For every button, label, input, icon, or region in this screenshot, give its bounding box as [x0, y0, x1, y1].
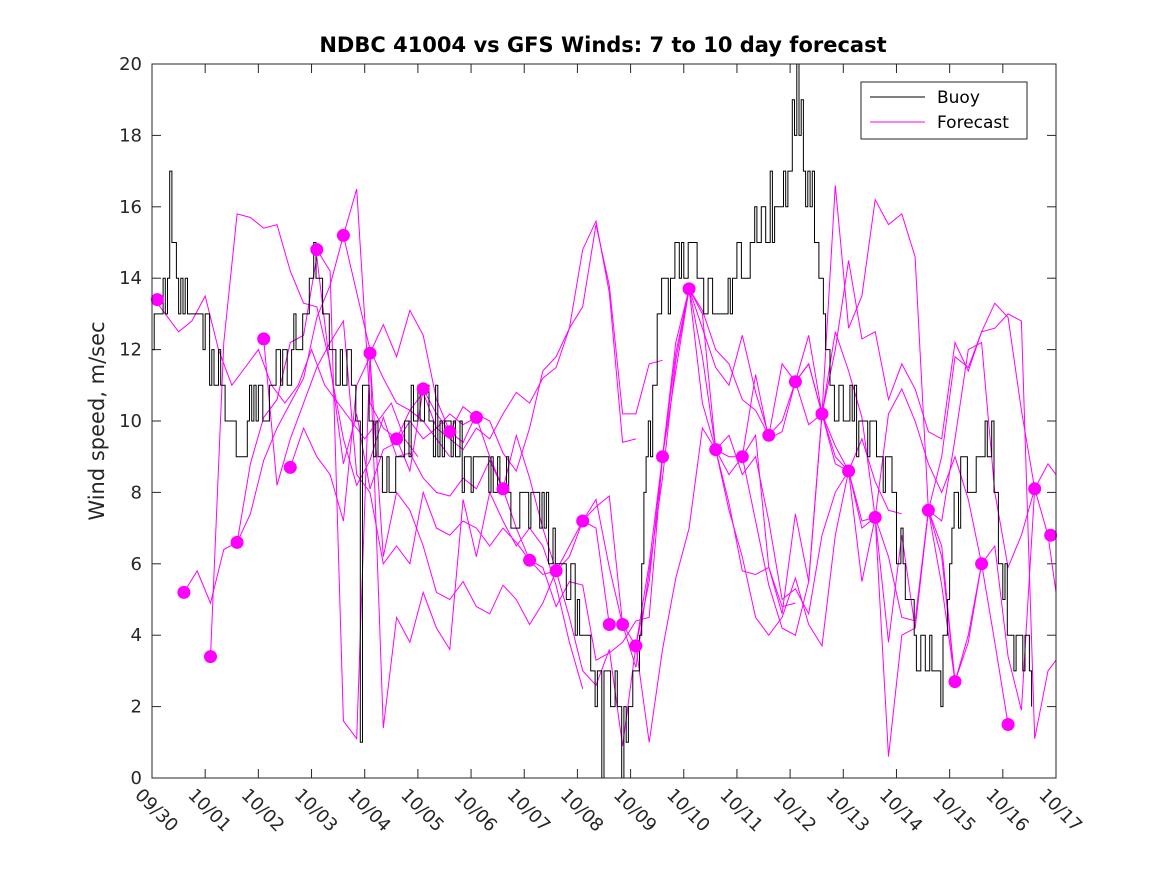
forecast-line-15: [635, 287, 902, 647]
forecast-line-3: [210, 213, 477, 657]
forecast-line-22: [927, 302, 1057, 511]
forecast-marker: [177, 585, 191, 599]
forecast-marker: [602, 618, 616, 631]
forecast-line-11: [502, 288, 770, 661]
forecast-marker: [204, 650, 217, 664]
forecast-marker: [616, 618, 630, 631]
forecast-marker: [1044, 528, 1058, 542]
forecast-marker: [762, 428, 776, 442]
y-tick-label: 18: [119, 125, 142, 146]
y-tick-label: 0: [131, 768, 142, 789]
y-tick-label: 12: [119, 340, 142, 361]
y-tick-label: 8: [131, 482, 142, 503]
forecast-line-19: [768, 185, 1036, 570]
forecast-marker: [336, 228, 350, 242]
forecast-marker: [310, 243, 324, 257]
legend: Buoy Forecast: [860, 81, 1028, 140]
forecast-marker: [735, 450, 749, 464]
plot-area: [152, 64, 1056, 778]
forecast-marker: [948, 675, 962, 689]
forecast-marker: [257, 332, 271, 346]
legend-box: [860, 81, 1028, 140]
forecast-marker: [842, 464, 856, 478]
forecast-marker: [576, 514, 590, 528]
forecast-marker: [549, 564, 563, 578]
series-layer: [150, 63, 1058, 779]
forecast-marker: [709, 443, 723, 457]
forecast-marker: [523, 553, 537, 567]
forecast-marker: [1028, 482, 1042, 496]
forecast-line-4: [236, 256, 504, 543]
forecast-marker: [469, 410, 483, 424]
legend-forecast-label: Forecast: [937, 113, 1009, 133]
forecast-marker: [150, 293, 164, 307]
forecast-marker: [230, 535, 244, 549]
y-tick-label: 14: [119, 268, 142, 289]
forecast-marker: [682, 282, 696, 296]
y-tick-label: 2: [131, 697, 142, 718]
forecast-marker: [443, 425, 457, 439]
forecast-marker: [283, 460, 297, 474]
forecast-line-7: [316, 249, 584, 741]
forecast-marker: [363, 346, 377, 360]
y-axis-label: Wind speed, m/sec: [85, 321, 109, 520]
y-tick-label: 16: [119, 197, 142, 218]
legend-buoy-label: Buoy: [937, 88, 980, 108]
forecast-line-21: [821, 260, 1057, 739]
forecast-line-10: [396, 224, 663, 451]
forecast-marker: [390, 432, 404, 446]
forecast-marker: [656, 450, 669, 464]
chart-title: NDBC 41004 vs GFS Winds: 7 to 10 day for…: [319, 33, 886, 57]
y-tick-label: 6: [131, 554, 142, 575]
forecast-marker: [921, 503, 935, 517]
forecast-marker: [496, 482, 510, 496]
forecast-marker: [629, 639, 643, 653]
forecast-line-20: [794, 331, 1057, 711]
y-axis: 0 2 4 6 8 10 12 14 16 18 20: [119, 54, 1056, 789]
forecast-line-6: [289, 356, 557, 626]
y-tick-label: 4: [131, 625, 142, 646]
plot-frame: [151, 63, 1057, 779]
forecast-marker: [1001, 718, 1015, 731]
y-tick-label: 10: [119, 411, 142, 432]
buoy-line: [152, 63, 1033, 779]
forecast-marker: [868, 510, 882, 524]
forecast-line-9: [369, 219, 637, 473]
forecast-line-2: [183, 235, 451, 605]
forecast-marker: [416, 382, 430, 396]
forecast-marker: [975, 557, 989, 571]
y-tick-label: 20: [119, 54, 142, 75]
forecast-marker: [788, 375, 802, 389]
forecast-marker: [815, 407, 829, 421]
forecast-line-5: [263, 319, 531, 566]
